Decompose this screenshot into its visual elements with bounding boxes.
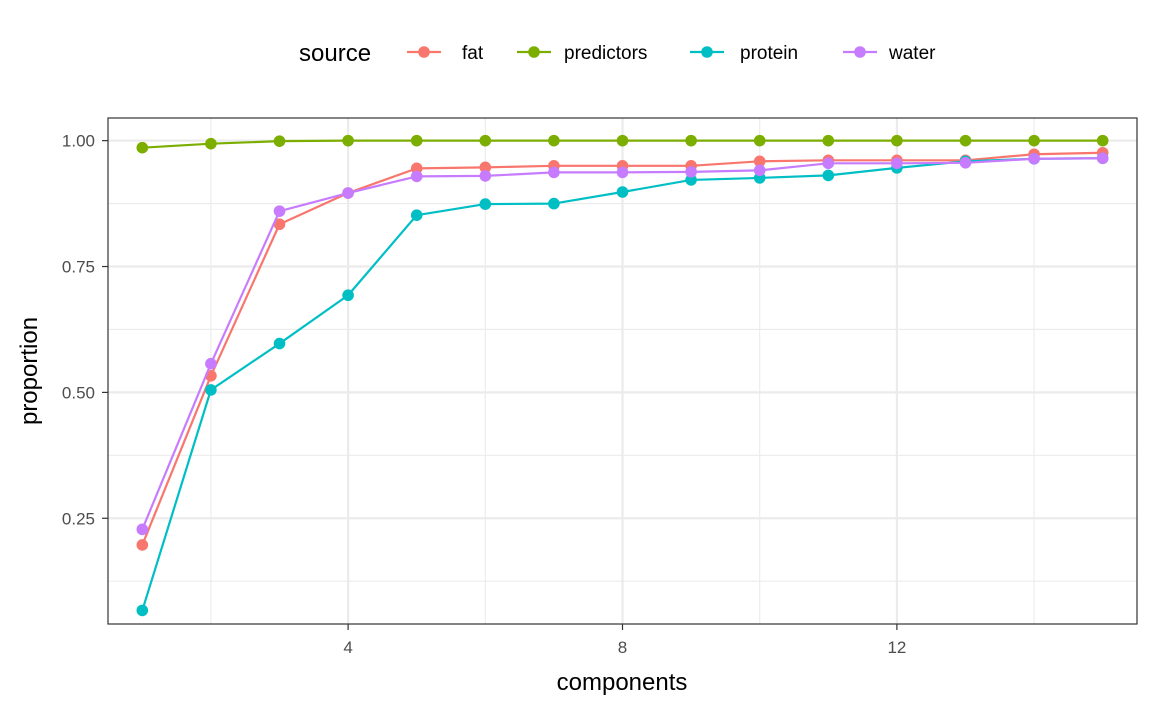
data-point-predictors [753, 134, 766, 147]
data-point-predictors [136, 141, 149, 154]
y-tick-label: 0.75 [62, 258, 95, 277]
data-point-predictors [616, 134, 629, 147]
y-tick-label: 0.25 [62, 509, 95, 528]
series-predictors [136, 134, 1109, 154]
data-point-predictors [891, 134, 903, 147]
data-point-predictors [342, 134, 354, 147]
legend-label: predictors [564, 43, 647, 64]
data-point-fat [410, 162, 423, 175]
data-point-water [959, 157, 972, 169]
legend-swatch-point [701, 46, 713, 58]
legend-items: fat predictors protein water [407, 43, 936, 64]
data-point-water [342, 187, 354, 199]
y-tick-label: 0.50 [62, 383, 95, 402]
data-point-predictors [479, 134, 492, 147]
data-point-water [616, 166, 629, 179]
y-axis-title: proportion [16, 317, 43, 425]
data-point-fat [136, 539, 149, 551]
data-point-predictors [548, 134, 560, 147]
data-point-water [410, 170, 423, 183]
data-point-predictors [273, 135, 286, 147]
data-point-water [1028, 152, 1040, 165]
data-point-fat [753, 155, 766, 168]
x-tick-label: 8 [618, 638, 627, 657]
data-point-predictors [205, 137, 217, 150]
legend: source fat predictors protein water [299, 40, 936, 67]
data-point-water [136, 523, 149, 536]
legend-label: protein [740, 43, 798, 64]
legend-label: water [888, 43, 936, 64]
legend-item-predictors: predictors [517, 43, 647, 64]
data-point-fat [273, 218, 286, 231]
data-point-protein [479, 198, 492, 210]
plot-area [107, 117, 1138, 625]
data-point-water [891, 157, 903, 170]
legend-swatch-point [528, 46, 540, 58]
data-point-protein [616, 186, 629, 198]
series-water [136, 152, 1109, 536]
data-point-water [753, 164, 766, 177]
data-point-protein [548, 197, 560, 210]
data-point-protein [410, 209, 423, 221]
data-point-predictors [822, 134, 835, 147]
series-layer [136, 134, 1109, 617]
data-point-protein [136, 604, 149, 617]
x-axis-title: components [557, 669, 688, 696]
data-point-predictors [1028, 134, 1040, 147]
data-point-protein [822, 169, 835, 182]
legend-title: source [299, 40, 371, 67]
data-point-protein [273, 337, 286, 350]
data-point-water [1096, 152, 1109, 165]
axes: 4 8 12 0.25 0.50 0.75 1.00 [62, 132, 906, 657]
data-point-predictors [410, 134, 423, 147]
data-point-water [548, 166, 560, 179]
data-point-predictors [685, 134, 697, 147]
data-point-protein [205, 384, 217, 396]
data-point-predictors [959, 134, 972, 147]
x-tick-label: 4 [343, 638, 352, 657]
data-point-fat [479, 161, 492, 174]
legend-swatch-point [854, 46, 866, 58]
data-point-protein [342, 289, 354, 302]
legend-item-protein: protein [690, 43, 798, 64]
x-tick-label: 12 [887, 638, 906, 657]
y-tick-label: 1.00 [62, 132, 95, 151]
data-point-protein [685, 174, 697, 186]
legend-label: fat [462, 43, 484, 64]
legend-item-water: water [843, 43, 936, 64]
data-point-water [685, 166, 697, 178]
legend-swatch-point [418, 46, 430, 58]
data-point-water [273, 205, 286, 217]
data-point-water [822, 157, 835, 170]
legend-item-fat: fat [407, 43, 484, 64]
data-point-water [479, 170, 492, 182]
data-point-water [205, 357, 217, 370]
data-point-predictors [1096, 134, 1109, 147]
